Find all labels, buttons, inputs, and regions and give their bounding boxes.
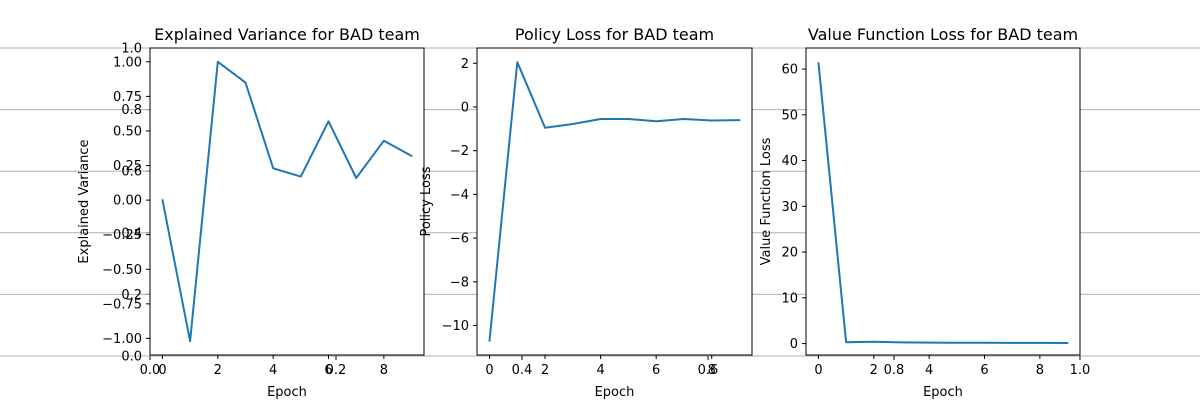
background-y-tick-label: 0.0 xyxy=(121,350,142,365)
subplot-3: 0 10 20 30 40 50 60 0 2 4 6 8 Value Function Loss fo… xyxy=(759,25,1081,400)
x-tick-label: 0 xyxy=(485,363,493,378)
x-tick-label: 4 xyxy=(269,363,277,378)
x-tick-label: 6 xyxy=(652,363,660,378)
x-axis-label: Epoch xyxy=(267,385,307,400)
y-tick-label: −0.50 xyxy=(102,263,142,278)
axes-frame xyxy=(149,47,425,356)
x-tick-label: 6 xyxy=(324,363,332,378)
y-tick-label: −0.25 xyxy=(102,228,142,243)
background-x-tick-label: 0.6 xyxy=(698,363,719,378)
axes-frame xyxy=(476,47,753,356)
y-tick-label: 0 xyxy=(790,337,798,352)
plot-area xyxy=(150,48,424,355)
background-y-tick-label: 0.8 xyxy=(121,103,142,118)
x-tick-label: 2 xyxy=(214,363,222,378)
x-axis-label: Epoch xyxy=(923,385,963,400)
y-tick-label: −0.75 xyxy=(102,297,142,312)
y-tick-label: 20 xyxy=(781,246,798,261)
plot-area xyxy=(806,48,1080,355)
background-x-tick-label: 0.0 xyxy=(140,363,161,378)
x-tick-label: 0 xyxy=(814,363,822,378)
background-y-tick-label: 0.2 xyxy=(121,288,142,303)
background-y-tick-label: 1.0 xyxy=(121,42,142,57)
y-tick-label: 0.25 xyxy=(113,159,142,174)
y-tick-label: 50 xyxy=(781,108,798,123)
y-axis-label: Explained Variance xyxy=(77,139,92,263)
background-y-tick-label: 0.4 xyxy=(121,226,142,241)
chart-title: Value Function Loss for BAD team xyxy=(808,25,1078,44)
background-x-tick-label: 1.0 xyxy=(1070,363,1091,378)
y-axis-label: Value Function Loss xyxy=(759,137,774,265)
y-tick-label: −8 xyxy=(450,275,469,290)
chart-title: Explained Variance for BAD team xyxy=(154,25,420,44)
axes-frame xyxy=(805,47,1081,356)
x-tick-label: 0 xyxy=(158,363,166,378)
x-tick-label: 4 xyxy=(925,363,933,378)
y-tick-label: 0.00 xyxy=(113,194,142,209)
y-tick-label: 0.75 xyxy=(113,90,142,105)
y-tick-label: −10 xyxy=(442,319,469,334)
background-x-tick-label: 0.2 xyxy=(326,363,347,378)
y-tick-label: −2 xyxy=(450,144,469,159)
x-tick-label: 8 xyxy=(708,363,716,378)
y-tick-label: 0.50 xyxy=(113,124,142,139)
plot-area xyxy=(477,48,752,355)
background-x-tick-label: 0.4 xyxy=(512,363,533,378)
y-tick-label: 60 xyxy=(781,63,798,78)
x-tick-label: 8 xyxy=(380,363,388,378)
subplot-2: −10 −8 −6 −4 −2 0 2 0 2 4 6 8 Policy Loss for BAD te… xyxy=(419,25,753,400)
x-tick-label: 8 xyxy=(1036,363,1044,378)
x-tick-label: 6 xyxy=(980,363,988,378)
y-tick-label: 2 xyxy=(461,57,469,72)
x-axis-label: Epoch xyxy=(595,385,635,400)
y-tick-label: 0 xyxy=(461,100,469,115)
subplots: −1.00−0.75−0.50−0.250.000.250.500.751.00… xyxy=(77,25,1081,400)
x-tick-label: 2 xyxy=(541,363,549,378)
y-tick-label: 30 xyxy=(781,200,798,215)
y-tick-label: 40 xyxy=(781,154,798,169)
background-x-tick-label: 0.8 xyxy=(884,363,905,378)
y-tick-label: −6 xyxy=(450,232,469,247)
y-tick-label: 10 xyxy=(781,291,798,306)
y-tick-label: −1.00 xyxy=(102,332,142,347)
y-tick-label: 1.00 xyxy=(113,55,142,70)
x-tick-label: 4 xyxy=(596,363,604,378)
x-tick-label: 2 xyxy=(870,363,878,378)
subplot-1: −1.00−0.75−0.50−0.250.000.250.500.751.00… xyxy=(77,25,425,400)
background-y-tick-label: 0.6 xyxy=(121,165,142,180)
y-axis-label: Policy Loss xyxy=(419,166,434,236)
series-line xyxy=(488,61,741,342)
series-line xyxy=(161,60,413,343)
chart-title: Policy Loss for BAD team xyxy=(515,25,714,44)
series-line xyxy=(817,62,1069,344)
y-tick-label: −4 xyxy=(450,188,469,203)
